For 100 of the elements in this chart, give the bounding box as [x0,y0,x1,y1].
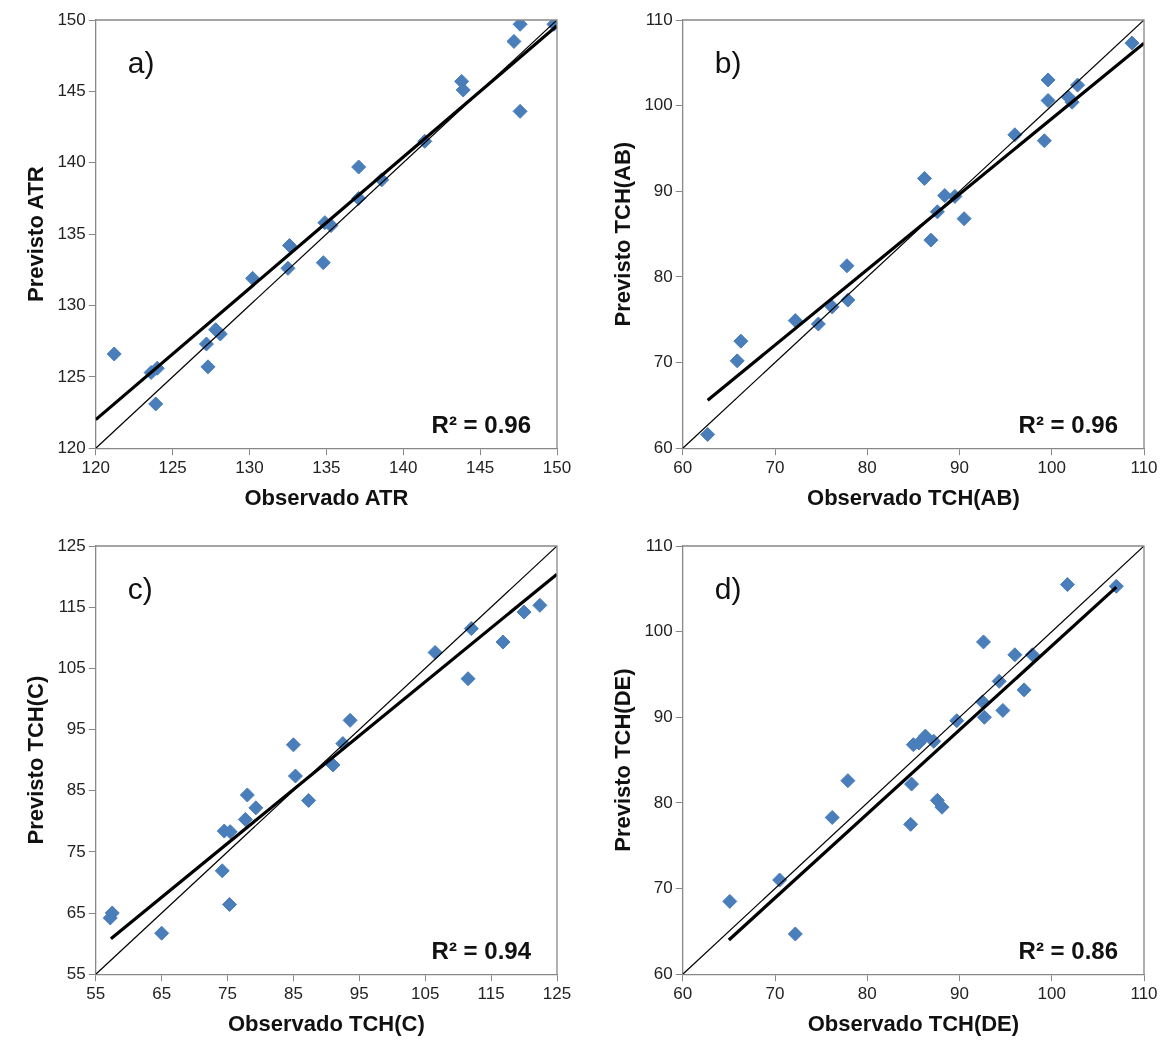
annotation: a) [127,46,155,80]
y-tick-label: 130 [57,295,86,315]
x-tick-label: 90 [950,984,969,1004]
x-tick-label: 60 [673,984,693,1004]
x-tick-label: 100 [1037,458,1066,478]
y-tick-label: 55 [66,963,86,983]
point [1007,647,1023,663]
x-tick-label: 65 [152,984,172,1004]
point [1059,577,1075,593]
point [1040,93,1056,108]
y-tick-label: 85 [66,780,86,800]
x-axis-title: Observado TCH(C) [227,1010,425,1036]
y-tick-label: 150 [57,9,86,29]
point [1040,72,1056,88]
x-tick-label: 70 [765,458,785,478]
y-tick-label: 145 [57,81,86,101]
y-tick-label: 95 [66,719,86,739]
point [237,811,253,827]
point [824,809,840,825]
y-tick-label: 105 [57,658,86,678]
x-tick-label: 145 [465,458,495,478]
point [315,255,331,271]
y-tick-label: 110 [645,9,673,29]
x-tick-label: 95 [349,984,369,1004]
x-tick-label: 115 [477,984,505,1004]
point [106,346,122,362]
x-axis-title: Observado TCH(DE) [807,1010,1020,1036]
point [512,20,528,32]
y-tick-label: 100 [644,95,673,115]
x-tick-label: 75 [218,984,238,1004]
point [512,103,528,119]
point [222,896,238,912]
x-tick-label: 100 [1037,984,1066,1004]
point [351,159,367,175]
y-tick-label: 115 [58,596,86,616]
y-tick-label: 140 [57,152,86,172]
point [1036,133,1052,149]
x-tick-label: 55 [86,984,106,1004]
point [956,211,972,227]
point [923,232,939,248]
point [1016,682,1032,698]
y-tick-label: 60 [653,963,673,983]
point [532,597,548,613]
point [976,709,992,725]
point [917,728,933,744]
point [495,634,511,650]
y-tick-label: 70 [653,352,673,372]
point [506,33,522,49]
x-tick-label: 60 [673,458,693,478]
y-tick-label: 90 [653,706,673,726]
point [916,170,932,186]
point [214,863,230,879]
point [148,396,164,412]
point [787,926,803,942]
point [516,604,532,620]
x-tick-label: 110 [1130,458,1158,478]
y-axis-title: Previsto ATR [23,166,49,302]
point [239,787,255,803]
x-tick-label: 110 [1130,984,1158,1004]
point [248,800,264,816]
x-axis-title: Observado ATR [244,484,409,510]
point [285,737,301,753]
point [733,333,749,349]
y-tick-label: 80 [653,792,673,812]
point [281,238,297,254]
point [787,313,803,329]
annotation: R² = 0.96 [431,410,531,438]
point [934,799,950,815]
x-tick-label: 120 [81,458,110,478]
point [729,353,745,369]
y-tick-label: 125 [57,535,86,555]
y-tick-label: 135 [57,223,86,243]
x-tick-label: 125 [542,984,572,1004]
point [975,634,991,650]
point [301,792,317,808]
point [200,359,216,375]
y-tick-label: 125 [57,366,86,386]
point [342,712,358,728]
point [904,776,920,792]
y-tick-label: 65 [66,902,86,922]
point [839,258,855,274]
x-tick-label: 85 [283,984,303,1004]
point [995,702,1011,718]
x-tick-label: 140 [389,458,418,478]
y-tick-label: 100 [644,621,673,641]
x-tick-label: 80 [857,458,877,478]
x-tick-label: 130 [235,458,264,478]
annotation: R² = 0.96 [1018,410,1118,438]
point [700,427,716,442]
point [903,816,919,832]
point [722,893,738,909]
point [460,671,476,687]
y-axis-title: Previsto TCH(AB) [610,141,636,327]
x-tick-label: 90 [950,458,969,478]
x-tick-label: 125 [158,458,187,478]
point [427,644,443,660]
y-tick-label: 60 [653,437,673,457]
point [245,270,261,286]
x-tick-label: 105 [411,984,440,1004]
annotation: c) [127,572,153,606]
